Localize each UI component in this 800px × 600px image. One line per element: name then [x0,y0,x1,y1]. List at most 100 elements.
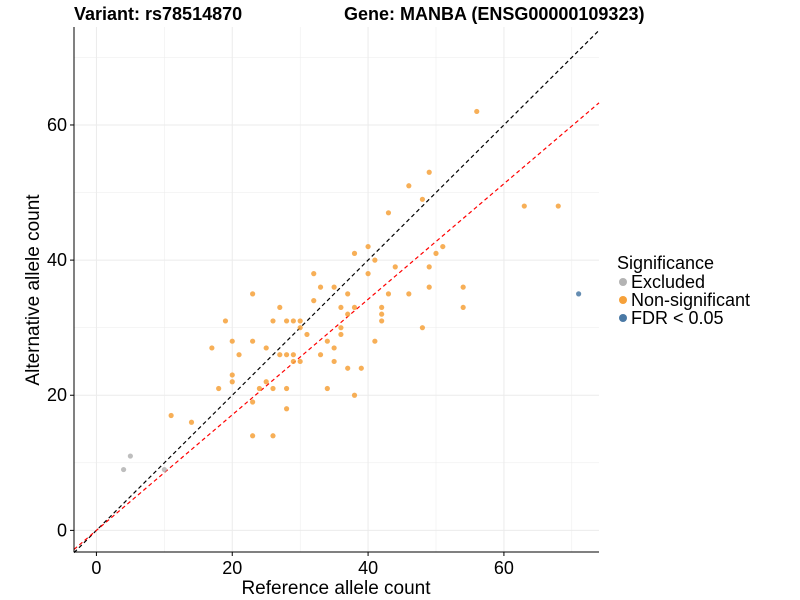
data-point [270,385,276,392]
data-point [283,406,290,412]
data-point [222,318,229,324]
data-point [358,365,364,371]
identity-line [73,29,600,554]
data-point [263,379,269,385]
data-point [324,338,330,344]
data-point [426,284,432,290]
data-point [345,365,351,371]
legend-item-non-significant: Non-significant [617,291,750,309]
data-point [331,345,337,351]
legend-swatch-excluded [619,278,627,286]
data-point [460,304,466,311]
x-tick-label: 60 [494,558,514,578]
data-point [419,196,426,202]
y-tick-label: 60 [47,115,67,135]
data-point [351,304,358,311]
data-point [311,298,317,304]
data-point [331,358,337,365]
data-point [576,291,582,297]
data-point [345,291,351,297]
data-point [270,433,276,439]
data-point [277,304,283,311]
data-point [304,331,310,338]
data-point [338,331,344,338]
data-point [345,311,351,317]
data-point [311,271,317,277]
data-point [372,257,378,263]
x-tick-label: 40 [358,558,378,578]
data-point [236,352,242,358]
data-point [263,345,269,351]
data-point [250,399,256,405]
legend-label: FDR < 0.05 [631,308,724,328]
data-point [229,338,235,344]
data-point [283,385,290,392]
data-point [209,345,215,351]
data-point [338,304,344,311]
data-point [250,433,256,439]
data-point [365,271,371,277]
data-point [385,210,392,216]
data-point [216,385,222,392]
data-point [460,284,466,290]
data-point [392,264,398,270]
x-tick-label: 0 [91,558,101,578]
data-point [283,352,290,358]
x-axis-label: Reference allele count [241,578,431,599]
data-points [120,108,582,473]
data-point [324,385,330,392]
chart-title-gene: Gene: MANBA (ENSG00000109323) [344,4,645,24]
y-tick-label: 20 [47,385,67,405]
data-point [433,250,439,256]
reference-lines [73,29,600,554]
data-point [440,243,446,250]
data-point [120,466,127,473]
data-point [297,325,303,331]
data-point [317,284,324,290]
data-point [379,311,385,317]
data-point [277,352,283,358]
data-point [365,243,371,250]
axes [70,27,599,556]
data-point [555,203,561,209]
data-point [290,352,296,358]
data-point [168,412,174,419]
legend: Significance Excluded Non-significant FD… [617,253,750,327]
data-point [372,338,378,344]
data-point [426,264,432,270]
fit-line [73,102,600,550]
data-point [161,466,167,473]
data-point [290,318,296,324]
legend-label: Non-significant [631,290,751,310]
data-point [351,250,358,256]
legend-item-excluded: Excluded [617,273,750,291]
data-point [297,358,303,365]
legend-swatch-non-significant [619,296,627,304]
data-point [331,284,337,290]
data-point [256,385,263,392]
y-tick-label: 40 [47,250,67,270]
grid-lines [74,27,599,552]
data-point [250,291,256,297]
data-point [474,108,480,115]
data-point [419,325,426,331]
data-point [338,325,344,331]
data-point [379,304,385,311]
data-point [521,203,527,209]
x-tick-label: 20 [222,558,242,578]
data-point [317,352,324,358]
data-point [385,291,392,297]
data-point [379,318,385,324]
data-point [406,183,412,189]
data-point [270,318,276,324]
data-point [250,338,256,344]
data-point [406,291,412,297]
chart-title-variant: Variant: rs78514870 [74,4,243,24]
data-point [229,379,235,385]
data-point [297,318,303,324]
y-axis-label: Alternative allele count [23,194,44,386]
data-point [426,169,432,175]
data-point [351,392,358,398]
data-point [188,419,195,425]
